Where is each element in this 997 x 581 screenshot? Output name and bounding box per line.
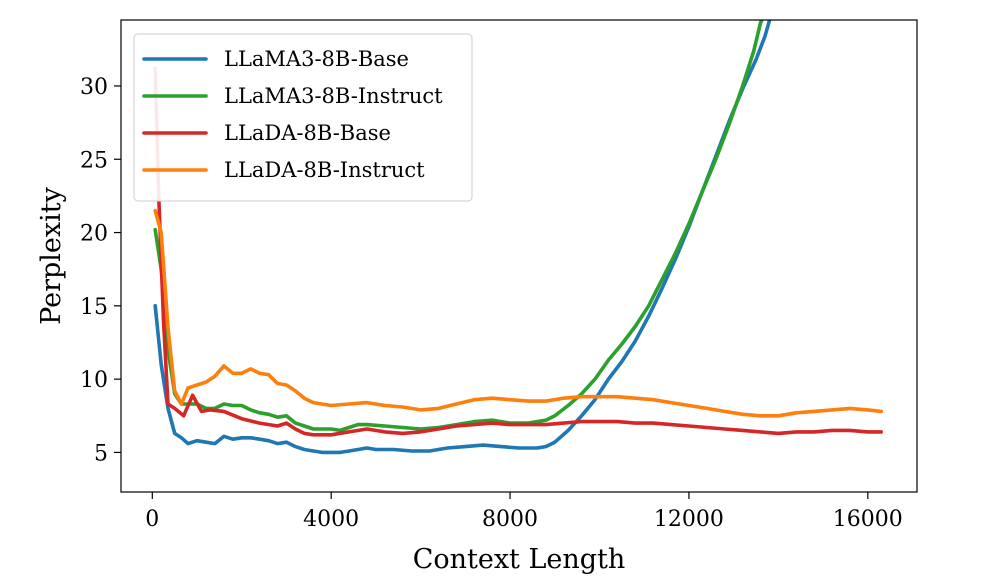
legend-label-4: LLaDA-8B-Instruct	[224, 158, 425, 182]
legend-label-2: LLaMA3-8B-Instruct	[224, 84, 443, 108]
legend-label-1: LLaMA3-8B-Base	[224, 47, 409, 71]
series-lines	[153, 20, 883, 455]
series-line-3	[153, 66, 883, 437]
x-tick-label: 0	[145, 507, 159, 532]
y-tick-label: 15	[80, 295, 108, 320]
legend-entries: LLaMA3-8B-Base LLaMA3-8B-Instruct LLaDA-8B…	[142, 47, 443, 182]
x-tick-label: 12000	[654, 507, 724, 532]
x-tick-label: 4000	[303, 507, 359, 532]
legend-label-3: LLaDA-8B-Base	[224, 121, 391, 145]
series-line-1	[153, 20, 772, 455]
series-line-4	[153, 208, 883, 418]
y-tick-label: 20	[80, 222, 108, 247]
x-tick-label: 8000	[482, 507, 538, 532]
x-tick-label: 16000	[833, 507, 903, 532]
plot-frame	[120, 19, 918, 493]
y-tick-label: 25	[80, 148, 108, 173]
legend-box	[133, 33, 473, 202]
y-axis-title: Perplexity	[36, 186, 67, 324]
y-tick-label: 10	[80, 368, 108, 393]
series-line-2	[153, 20, 764, 433]
x-axis-title: Context Length	[413, 544, 626, 575]
y-tick-label: 5	[94, 441, 108, 466]
axis-ticks: 0 4000 8000 12000 16000 5 10 15 20 25 30	[80, 75, 903, 532]
y-tick-label: 30	[80, 75, 108, 100]
legend: LLaMA3-8B-Base LLaMA3-8B-Instruct LLaDA-8B…	[133, 33, 473, 202]
